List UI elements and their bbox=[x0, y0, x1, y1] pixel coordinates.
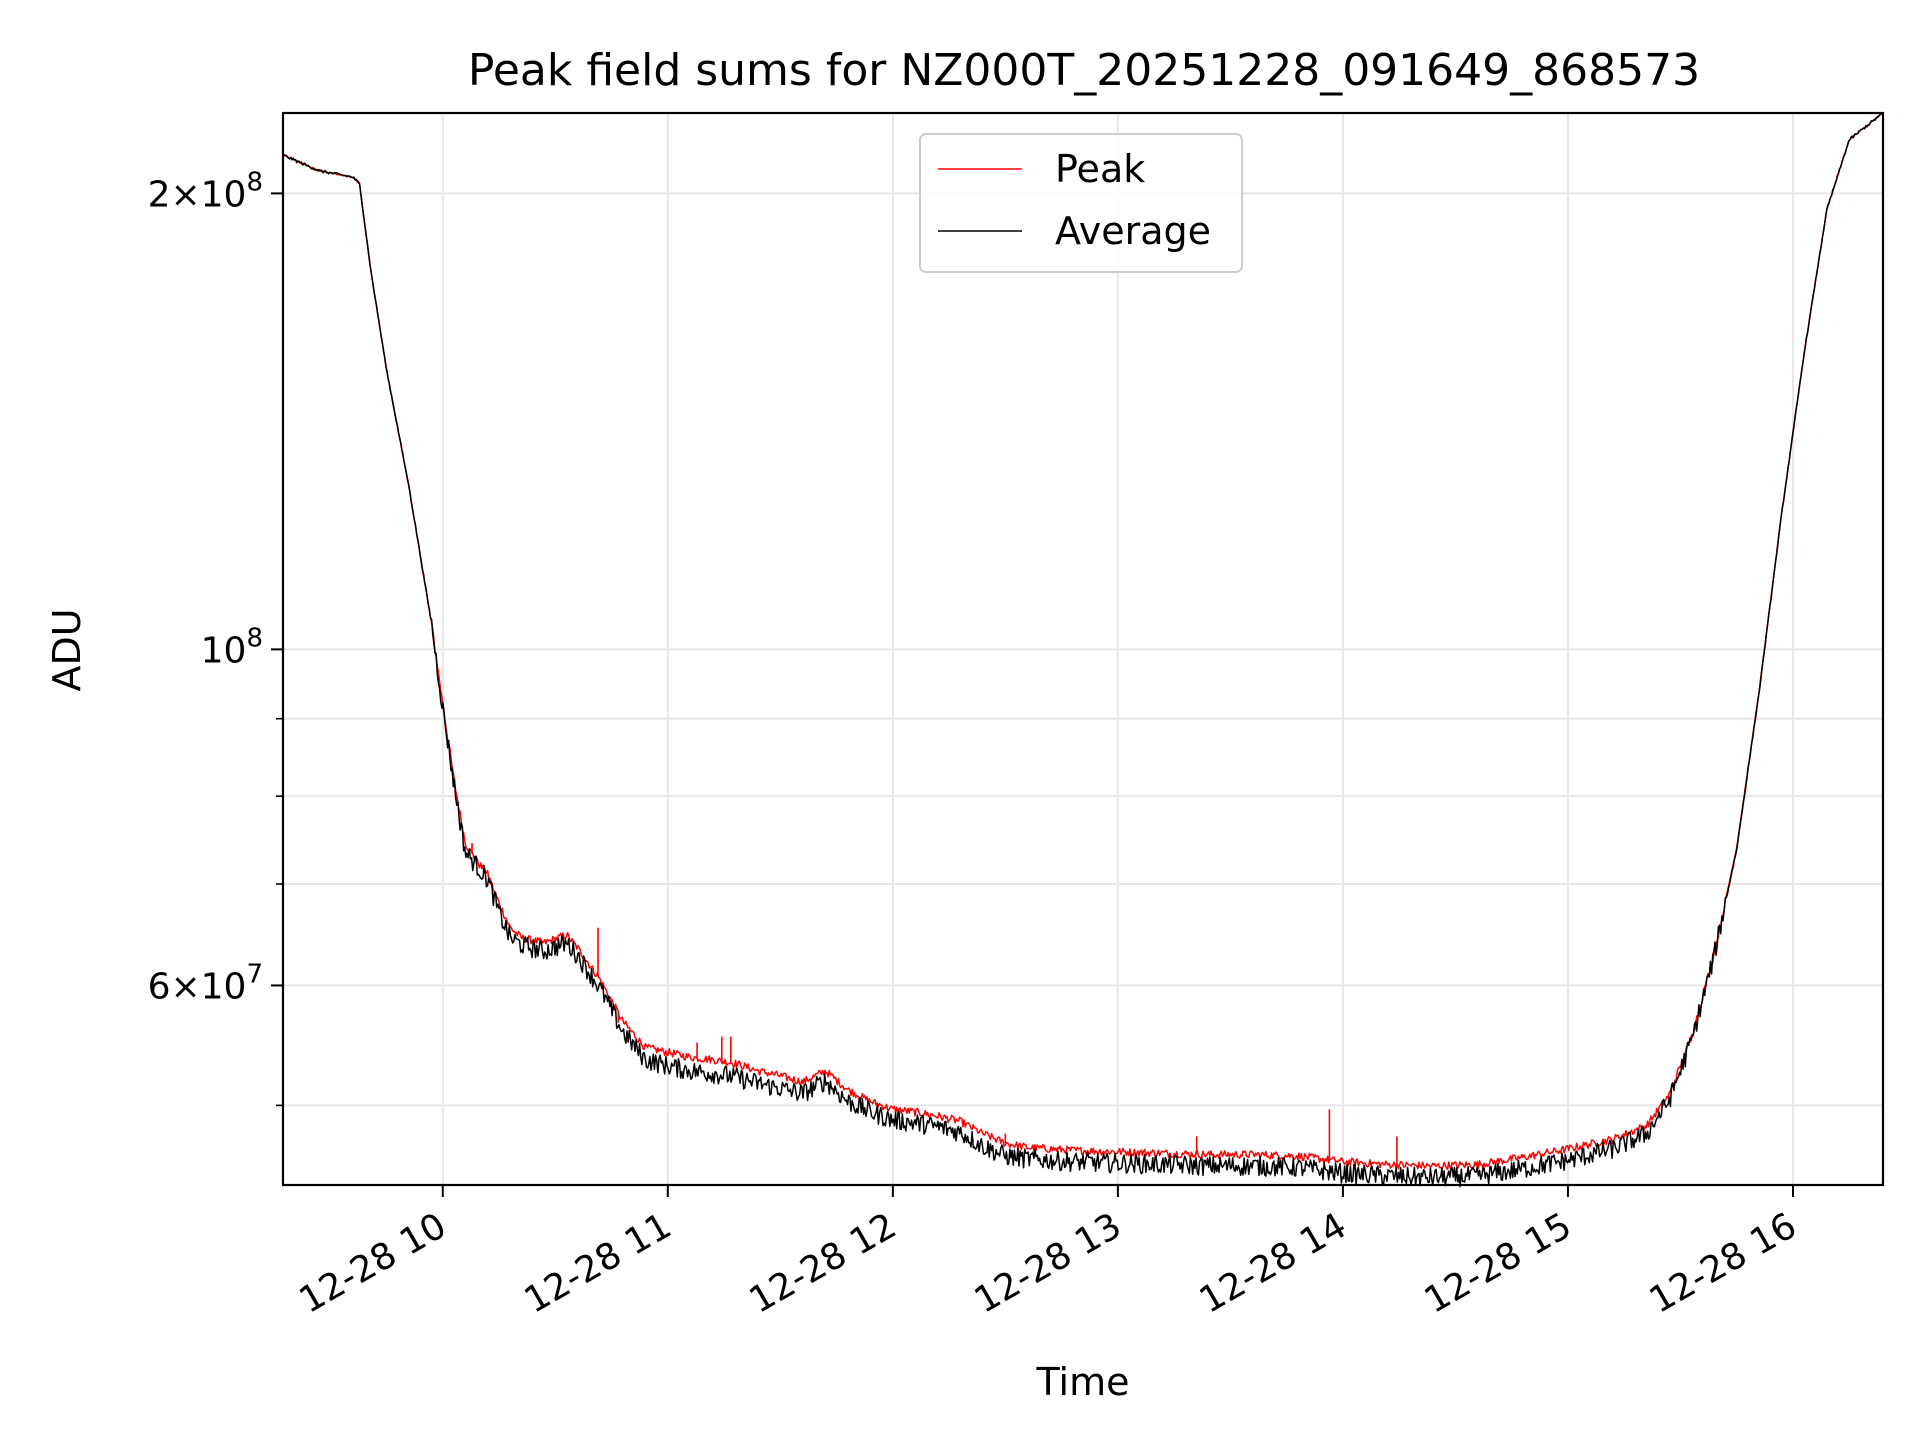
y-tick-label: 108 bbox=[201, 623, 263, 671]
x-tick-label: 12-28 12 bbox=[743, 1205, 904, 1321]
x-tick-label: 12-28 16 bbox=[1643, 1205, 1804, 1321]
chart-title: Peak field sums for NZ000T_20251228_0916… bbox=[468, 45, 1700, 96]
y-tick-label: 6×107 bbox=[148, 959, 263, 1007]
x-tick-label: 12-28 14 bbox=[1193, 1205, 1354, 1321]
y-axis-ticks: 2×108 108 6×107 bbox=[148, 167, 283, 1107]
series-line-average bbox=[282, 112, 1884, 1188]
legend-average-label: Average bbox=[1055, 209, 1211, 253]
x-tick-label: 12-28 15 bbox=[1418, 1205, 1579, 1321]
grid bbox=[283, 113, 1883, 1185]
x-axis-ticks: 12-28 10 12-28 11 12-28 12 12-28 13 12-28 14… bbox=[293, 1185, 1804, 1322]
x-tick-label: 12-28 11 bbox=[518, 1205, 679, 1321]
x-tick-label: 12-28 13 bbox=[968, 1205, 1129, 1321]
legend-peak-label: Peak bbox=[1055, 147, 1145, 191]
plot-series bbox=[282, 112, 1884, 1188]
x-axis-label: Time bbox=[1036, 1360, 1130, 1404]
legend[interactable]: Peak Average bbox=[919, 133, 1243, 273]
y-tick-label: 2×108 bbox=[148, 167, 263, 215]
y-axis-label: ADU bbox=[45, 608, 89, 691]
x-tick-label: 12-28 10 bbox=[293, 1205, 454, 1321]
